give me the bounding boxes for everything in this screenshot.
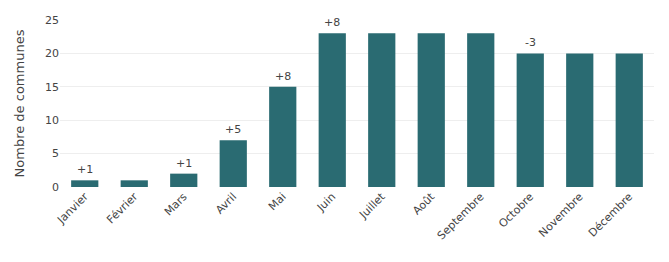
svg-text:Mars: Mars — [162, 190, 190, 218]
svg-text:Juillet: Juillet — [356, 190, 388, 222]
svg-text:Décembre: Décembre — [586, 190, 636, 240]
svg-text:+8: +8 — [275, 70, 291, 83]
svg-text:Octobre: Octobre — [496, 190, 536, 230]
svg-text:+1: +1 — [77, 163, 93, 176]
svg-text:Juin: Juin — [314, 190, 338, 214]
svg-text:0: 0 — [52, 181, 59, 194]
svg-text:25: 25 — [45, 14, 59, 27]
svg-text:+5: +5 — [225, 123, 241, 136]
svg-text:Mai: Mai — [266, 190, 289, 213]
svg-text:Septembre: Septembre — [435, 190, 487, 242]
svg-text:-3: -3 — [525, 36, 536, 49]
svg-text:Août: Août — [410, 190, 438, 218]
svg-text:Nombre de communes: Nombre de communes — [12, 29, 27, 177]
svg-text:10: 10 — [45, 114, 59, 127]
svg-text:Février: Février — [104, 190, 140, 226]
svg-text:15: 15 — [45, 81, 59, 94]
svg-text:Avril: Avril — [213, 190, 239, 216]
svg-text:Janvier: Janvier — [54, 190, 91, 227]
svg-text:Novembre: Novembre — [536, 190, 586, 240]
svg-text:+8: +8 — [324, 16, 340, 29]
svg-text:+1: +1 — [176, 157, 192, 170]
svg-text:20: 20 — [45, 47, 59, 60]
svg-text:5: 5 — [52, 147, 59, 160]
